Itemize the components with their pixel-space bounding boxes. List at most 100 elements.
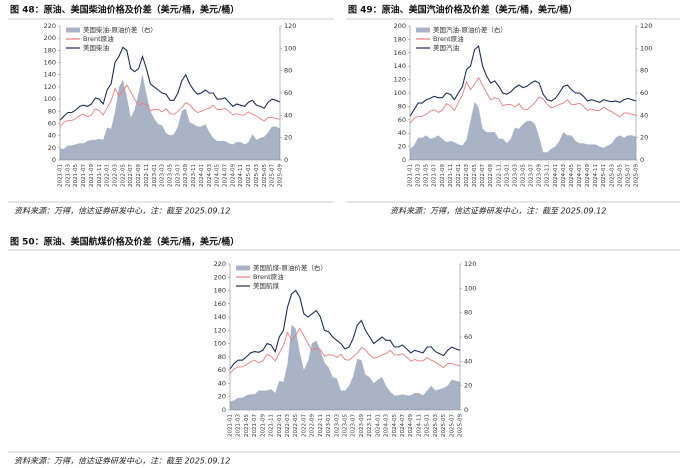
- x-tick-label: 2025-01: [601, 164, 607, 187]
- x-tick-label: 2023-07: [175, 164, 181, 187]
- y2-tick-label: 0: [640, 156, 644, 164]
- area: [230, 324, 460, 410]
- legend-label: 美国柴油: [83, 43, 109, 52]
- x-tick-label: 2022-03: [113, 164, 119, 187]
- y-tick-label: 40: [398, 129, 406, 137]
- y-tick-label: 160: [214, 300, 226, 308]
- x-tick-label: 2021-01: [228, 414, 234, 437]
- y-tick-label: 120: [214, 326, 226, 334]
- x-tick-label: 2024-03: [561, 164, 567, 187]
- x-tick-label: 2023-11: [545, 164, 551, 187]
- figure-caption: 图 50：原油、美国航煤价格及价差（美元/桶，美元/桶）: [10, 236, 239, 248]
- x-tick-label: 2023-11: [191, 164, 197, 187]
- y-tick-label: 100: [44, 95, 56, 103]
- y-tick-label: 0: [402, 156, 406, 164]
- y-tick-label: 80: [218, 353, 226, 361]
- x-tick-label: 2022-07: [301, 414, 307, 437]
- x-tick-label: 2021-05: [244, 414, 250, 437]
- source-note: 资料来源：万得，信达证券研发中心，注：截至 2025.09.12: [390, 207, 606, 216]
- x-tick-label: 2021-03: [416, 164, 422, 187]
- x-tick-label: 2024-05: [215, 164, 221, 187]
- x-tick-label: 2025-09: [634, 164, 640, 187]
- y2-tick-label: 20: [640, 134, 648, 142]
- y-tick-label: 180: [214, 287, 226, 295]
- x-tick-label: 2022-03: [464, 164, 470, 187]
- x-tick-label: 2021-01: [58, 164, 64, 187]
- x-tick-label: 2024-09: [585, 164, 591, 187]
- y-tick-label: 40: [218, 379, 226, 387]
- x-tick-label: 2021-11: [269, 414, 275, 437]
- y2-tick-label: 20: [464, 382, 472, 390]
- y-tick-label: 0: [222, 406, 226, 414]
- x-tick-label: 2024-11: [416, 414, 422, 437]
- x-tick-label: 2024-09: [230, 164, 236, 187]
- y-tick-label: 20: [218, 393, 226, 401]
- x-tick-label: 2024-07: [223, 164, 229, 187]
- y-tick-label: 140: [214, 313, 226, 321]
- y2-tick-label: 40: [464, 357, 472, 365]
- x-tick-label: 2023-03: [512, 164, 518, 187]
- legend-label: 美国航煤: [253, 281, 280, 290]
- line: [59, 84, 281, 127]
- line: [59, 46, 281, 121]
- legend-label: 美国柴油-原油价差（右）: [83, 25, 157, 34]
- y-tick-label: 80: [398, 102, 406, 110]
- y-tick-label: 200: [394, 22, 406, 30]
- y2-tick-label: 100: [640, 44, 652, 52]
- x-tick-label: 2023-07: [529, 164, 535, 187]
- figure-caption: 图 48：原油、美国柴油价格及价差（美元/桶，美元/桶）: [10, 4, 239, 16]
- x-tick-label: 2023-05: [343, 414, 349, 437]
- x-tick-label: 2021-07: [81, 164, 87, 187]
- x-tick-label: 2022-01: [456, 164, 462, 187]
- x-tick-label: 2023-09: [537, 164, 543, 187]
- y-tick-label: 200: [214, 273, 226, 281]
- x-tick-label: 2025-05: [262, 164, 268, 187]
- x-tick-label: 2022-09: [310, 414, 316, 437]
- y2-tick-label: 120: [640, 22, 652, 30]
- y-tick-label: 160: [394, 49, 406, 57]
- x-tick-label: 2023-09: [359, 414, 365, 437]
- x-tick-label: 2025-05: [441, 414, 447, 437]
- y2-tick-label: 100: [284, 44, 296, 52]
- x-tick-label: 2023-01: [504, 164, 510, 187]
- legend-label: 美国航煤-原油价差（右）: [253, 263, 327, 272]
- y2-tick-label: 60: [640, 89, 648, 97]
- legend-label: Brent原油: [433, 34, 464, 43]
- y-tick-label: 40: [48, 132, 56, 140]
- y-tick-label: 0: [52, 156, 56, 164]
- x-tick-label: 2023-05: [168, 164, 174, 187]
- x-tick-label: 2024-11: [238, 164, 244, 187]
- x-tick-label: 2024-09: [408, 414, 414, 437]
- x-tick-label: 2022-07: [128, 164, 134, 187]
- x-tick-label: 2021-03: [236, 414, 242, 437]
- x-tick-label: 2025-05: [617, 164, 623, 187]
- x-tick-label: 2022-11: [144, 164, 150, 187]
- x-tick-label: 2022-01: [105, 164, 111, 187]
- y2-tick-label: 20: [284, 134, 292, 142]
- y-tick-label: 80: [48, 107, 56, 115]
- legend-swatch: [236, 265, 250, 271]
- line: [229, 289, 461, 370]
- y-tick-label: 20: [398, 143, 406, 151]
- x-tick-label: 2021-05: [424, 164, 430, 187]
- x-tick-label: 2023-03: [160, 164, 166, 187]
- x-tick-label: 2025-09: [278, 164, 284, 187]
- x-tick-label: 2025-03: [433, 414, 439, 437]
- x-tick-label: 2022-09: [488, 164, 494, 187]
- x-tick-label: 2025-07: [270, 164, 276, 187]
- x-tick-label: 2024-05: [392, 414, 398, 437]
- x-tick-label: 2022-03: [285, 414, 291, 437]
- line: [229, 327, 461, 374]
- x-tick-label: 2024-03: [384, 414, 390, 437]
- y-tick-label: 60: [398, 116, 406, 124]
- y-tick-label: 120: [44, 83, 56, 91]
- x-tick-label: 2022-05: [472, 164, 478, 187]
- x-tick-label: 2024-11: [593, 164, 599, 187]
- legend-label: 美国汽油: [433, 43, 459, 52]
- legend-label: Brent原油: [253, 272, 284, 281]
- y2-tick-label: 40: [640, 111, 648, 119]
- x-tick-label: 2024-07: [577, 164, 583, 187]
- x-tick-label: 2021-09: [440, 164, 446, 187]
- y2-tick-label: 60: [464, 333, 472, 341]
- line: [409, 76, 637, 124]
